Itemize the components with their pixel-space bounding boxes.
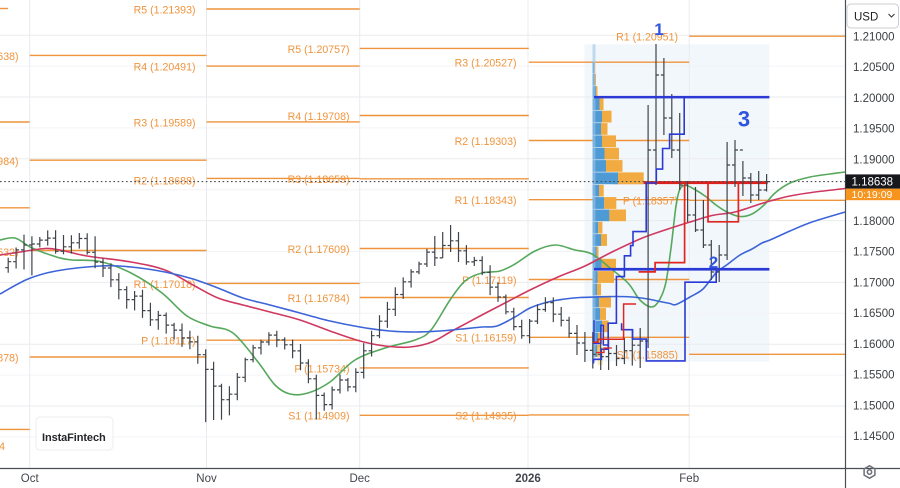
svg-text:USD: USD — [854, 12, 878, 24]
svg-text:R3 (1.18659): R3 (1.18659) — [288, 174, 350, 186]
svg-text:R4 (1.20491): R4 (1.20491) — [134, 62, 196, 74]
svg-text:Oct: Oct — [21, 473, 40, 485]
svg-text:638): 638) — [0, 51, 19, 63]
svg-text:R2 (1.17609): R2 (1.17609) — [288, 244, 350, 256]
svg-text:R1 (1.20951): R1 (1.20951) — [616, 32, 678, 44]
svg-text:InstaFintech: InstaFintech — [42, 432, 106, 444]
svg-text:R1 (1.18343): R1 (1.18343) — [455, 195, 517, 207]
svg-text:S1 (1.16159): S1 (1.16159) — [455, 333, 516, 345]
svg-text:R1 (1.16784): R1 (1.16784) — [288, 293, 350, 305]
svg-text:Dec: Dec — [349, 473, 370, 485]
svg-text:1.18000: 1.18000 — [853, 216, 895, 228]
svg-text:P (1.18357): P (1.18357) — [623, 196, 678, 208]
svg-text:R4 (1.19708): R4 (1.19708) — [288, 111, 350, 123]
svg-text:1.20500: 1.20500 — [853, 62, 895, 74]
svg-text:P (1.15734): P (1.15734) — [294, 363, 349, 375]
svg-text:1.19000: 1.19000 — [853, 154, 895, 166]
svg-text:1: 1 — [654, 20, 663, 39]
svg-text:1.20000: 1.20000 — [853, 93, 895, 105]
svg-text:1.17000: 1.17000 — [853, 277, 895, 289]
svg-text:R3 (1.19589): R3 (1.19589) — [134, 117, 196, 129]
svg-text:1.14500: 1.14500 — [853, 431, 895, 443]
svg-text:1.16000: 1.16000 — [853, 339, 895, 351]
svg-text:R1 (1.17018): R1 (1.17018) — [134, 279, 196, 291]
svg-text:1.16500: 1.16500 — [853, 308, 895, 320]
svg-text:S2 (1.14935): S2 (1.14935) — [455, 410, 516, 422]
svg-text:R3 (1.20527): R3 (1.20527) — [455, 58, 517, 70]
svg-text:R2 (1.19303): R2 (1.19303) — [455, 136, 517, 148]
svg-text:1.19500: 1.19500 — [853, 124, 895, 136]
svg-text:1.15000: 1.15000 — [853, 400, 895, 412]
svg-text:1.15500: 1.15500 — [853, 370, 895, 382]
svg-text:1.21000: 1.21000 — [853, 31, 895, 43]
svg-text:1.17500: 1.17500 — [853, 247, 895, 259]
svg-text:Nov: Nov — [196, 473, 217, 485]
svg-text:1.18638: 1.18638 — [852, 176, 894, 188]
svg-text:3: 3 — [738, 107, 750, 132]
svg-text:4: 4 — [0, 441, 5, 453]
svg-text:S1 (1.14909): S1 (1.14909) — [288, 411, 349, 423]
svg-text:2026: 2026 — [515, 473, 541, 485]
svg-text:R5 (1.20757): R5 (1.20757) — [288, 44, 350, 56]
svg-text:10:19:09: 10:19:09 — [852, 189, 893, 201]
svg-text:P (1.17119): P (1.17119) — [462, 275, 516, 287]
svg-text:2: 2 — [709, 253, 718, 272]
svg-text:R5 (1.21393): R5 (1.21393) — [134, 4, 196, 16]
svg-text:S1 (1.15885): S1 (1.15885) — [617, 350, 678, 362]
svg-text:Feb: Feb — [679, 473, 699, 485]
svg-text:984): 984) — [0, 156, 19, 168]
svg-text:878): 878) — [0, 353, 19, 365]
